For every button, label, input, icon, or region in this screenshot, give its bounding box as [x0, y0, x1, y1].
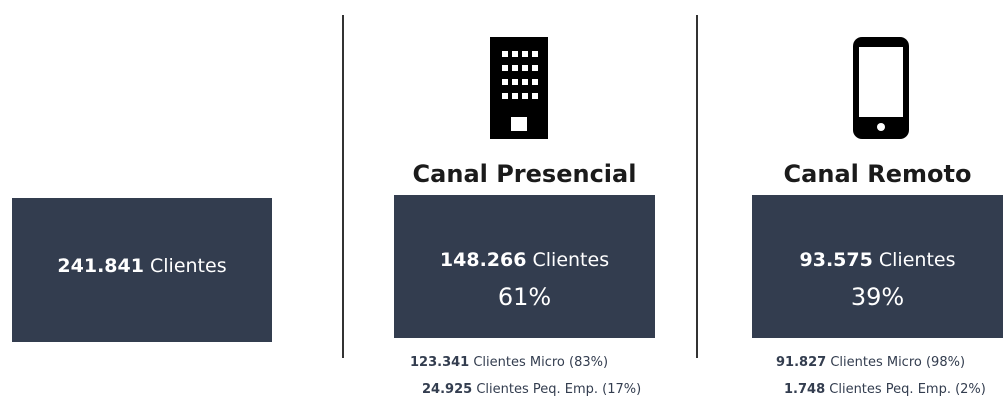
- channel-box: 148.266 Clientes 61%: [394, 195, 655, 338]
- breakdown-value: 123.341: [410, 355, 470, 370]
- channel-percent: 61%: [497, 283, 552, 311]
- divider: [342, 15, 344, 358]
- breakdown-label: Clientes Peq. Emp. (2%): [829, 382, 986, 397]
- channel-title: Canal Remoto: [783, 160, 972, 188]
- channel-value: 93.575: [799, 249, 873, 271]
- breakdown-label: Clientes Micro (98%): [830, 355, 966, 370]
- total-box: 241.841 Clientes: [12, 198, 272, 342]
- divider: [696, 15, 698, 358]
- channel-line: 93.575 Clientes: [752, 249, 1003, 271]
- breakdown-label: Clientes Micro (83%): [473, 355, 609, 370]
- channel-percent: 39%: [850, 283, 905, 311]
- breakdown: 1.748 Clientes Peq. Emp. (2%): [784, 382, 986, 397]
- breakdown-label: Clientes Peq. Emp. (17%): [476, 382, 642, 397]
- channel-unit: Clientes: [878, 249, 956, 271]
- breakdown-value: 24.925: [422, 382, 473, 397]
- breakdown: 24.925 Clientes Peq. Emp. (17%): [422, 382, 641, 397]
- total-unit: Clientes: [150, 255, 227, 277]
- total-value: 241.841: [57, 255, 144, 277]
- channel-unit: Clientes: [532, 249, 610, 271]
- channel-box: 93.575 Clientes 39%: [752, 195, 1003, 338]
- channel-line: 148.266 Clientes: [394, 249, 655, 271]
- channel-title: Canal Presencial: [412, 160, 637, 188]
- breakdown: 123.341 Clientes Micro (83%): [410, 355, 608, 370]
- breakdown: 91.827 Clientes Micro (98%): [776, 355, 965, 370]
- building-icon: [490, 37, 548, 139]
- breakdown-value: 1.748: [784, 382, 826, 397]
- channel-value: 148.266: [439, 249, 527, 271]
- total-line: 241.841 Clientes: [12, 255, 272, 277]
- breakdown-value: 91.827: [776, 355, 827, 370]
- phone-icon: [853, 37, 909, 139]
